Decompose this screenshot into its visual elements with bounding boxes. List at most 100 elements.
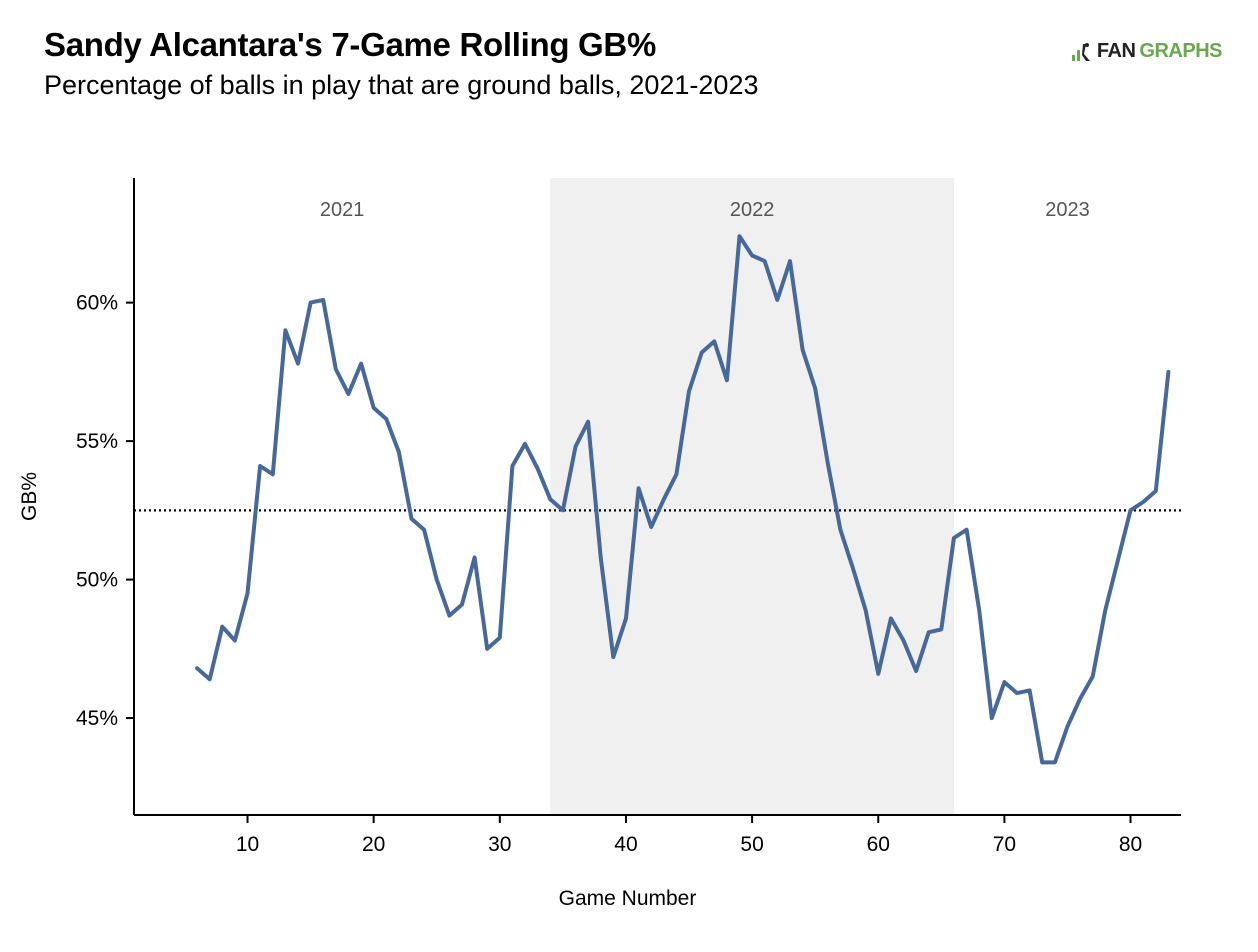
- y-ticks-layer: 45% 50% 55% 60%: [76, 292, 134, 730]
- data-point-game-82: [1154, 489, 1158, 493]
- data-point-game-73: [1040, 760, 1044, 764]
- data-point-game-66: [952, 536, 956, 540]
- data-point-game-76: [1078, 697, 1082, 701]
- season-label-2023: 2023: [1045, 199, 1090, 221]
- data-point-game-27: [460, 603, 464, 607]
- data-point-game-46: [700, 350, 704, 354]
- data-point-game-10: [246, 591, 250, 595]
- data-point-game-41: [637, 486, 641, 490]
- x-ticks-layer: 10 20 30 40 50 60 70 80: [236, 815, 1142, 856]
- data-point-game-79: [1116, 558, 1120, 562]
- x-tick-label-70: 70: [993, 833, 1016, 856]
- data-point-game-14: [296, 362, 300, 366]
- data-point-game-44: [674, 472, 678, 476]
- data-point-game-25: [435, 578, 439, 582]
- data-point-game-65: [939, 627, 943, 631]
- data-point-game-55: [813, 386, 817, 390]
- data-point-game-33: [536, 467, 540, 471]
- data-point-game-53: [788, 259, 792, 263]
- data-point-game-64: [927, 630, 931, 634]
- data-point-game-81: [1141, 500, 1145, 504]
- data-point-game-52: [775, 298, 779, 302]
- data-point-game-47: [712, 339, 716, 343]
- data-point-game-58: [851, 567, 855, 571]
- data-point-game-61: [889, 616, 893, 620]
- data-point-game-35: [561, 508, 565, 512]
- chart-subtitle: Percentage of balls in play that are gro…: [44, 70, 759, 100]
- season-label-2022: 2022: [730, 199, 775, 221]
- x-axis-title: Game Number: [559, 887, 697, 910]
- data-point-game-42: [649, 525, 653, 529]
- data-point-game-48: [725, 378, 729, 382]
- gb-rolling-line: [195, 234, 1171, 765]
- data-point-game-31: [510, 464, 514, 468]
- data-point-game-70: [1002, 680, 1006, 684]
- data-point-game-16: [321, 298, 325, 302]
- y-tick-label-45: 45%: [76, 707, 118, 730]
- data-point-game-20: [372, 406, 376, 410]
- data-point-game-49: [737, 234, 741, 238]
- y-tick-label-60: 60%: [76, 292, 118, 315]
- data-point-game-62: [901, 639, 905, 643]
- data-point-game-6: [195, 666, 199, 670]
- data-point-game-36: [574, 445, 578, 449]
- data-point-game-15: [309, 301, 313, 305]
- fangraphs-logo-icon: [1071, 42, 1090, 61]
- season-labels-layer: 2021 2022 2023: [320, 199, 1090, 221]
- data-point-game-30: [498, 636, 502, 640]
- data-point-game-24: [422, 528, 426, 532]
- logo-text-fan: FAN: [1096, 40, 1136, 62]
- data-point-game-74: [1053, 760, 1057, 764]
- data-point-game-57: [838, 528, 842, 532]
- data-point-game-40: [624, 616, 628, 620]
- y-tick-label-55: 55%: [76, 430, 118, 453]
- data-point-game-34: [548, 497, 552, 501]
- data-point-game-67: [965, 528, 969, 532]
- data-point-game-72: [1028, 688, 1032, 692]
- data-point-game-13: [283, 328, 287, 332]
- chart-title: Sandy Alcantara's 7-Game Rolling GB%: [44, 26, 656, 63]
- x-tick-label-20: 20: [362, 833, 385, 856]
- x-tick-label-40: 40: [614, 833, 637, 856]
- x-tick-label-60: 60: [867, 833, 890, 856]
- data-point-game-8: [220, 625, 224, 629]
- data-point-game-63: [914, 669, 918, 673]
- data-point-game-12: [271, 472, 275, 476]
- x-tick-label-80: 80: [1119, 833, 1142, 856]
- data-point-game-19: [359, 362, 363, 366]
- season-shading-layer: [550, 178, 954, 815]
- fangraphs-logo[interactable]: FAN GRAPHS: [1071, 40, 1222, 63]
- data-point-game-56: [826, 461, 830, 465]
- data-point-game-83: [1166, 370, 1170, 374]
- data-point-game-7: [208, 677, 212, 681]
- data-point-game-29: [485, 647, 489, 651]
- data-point-game-78: [1103, 608, 1107, 612]
- x-tick-label-50: 50: [740, 833, 763, 856]
- x-tick-label-10: 10: [236, 833, 259, 856]
- data-point-game-39: [611, 655, 615, 659]
- y-axis-title: GB%: [18, 472, 41, 521]
- data-point-game-11: [258, 464, 262, 468]
- data-point-game-17: [334, 367, 338, 371]
- data-point-game-22: [397, 450, 401, 454]
- data-point-game-23: [410, 517, 414, 521]
- data-point-game-75: [1065, 724, 1069, 728]
- data-point-game-21: [384, 417, 388, 421]
- data-point-game-37: [586, 420, 590, 424]
- data-point-game-45: [687, 389, 691, 393]
- season-label-2021: 2021: [320, 199, 365, 221]
- data-point-game-68: [977, 608, 981, 612]
- data-point-game-51: [763, 259, 767, 263]
- data-point-game-60: [876, 672, 880, 676]
- data-point-game-59: [864, 608, 868, 612]
- season-shade-2022: [550, 178, 954, 815]
- data-point-game-32: [523, 442, 527, 446]
- data-point-game-54: [801, 348, 805, 352]
- logo-text-graphs: GRAPHS: [1139, 40, 1222, 62]
- data-point-game-80: [1129, 508, 1133, 512]
- data-point-game-69: [990, 716, 994, 720]
- data-point-game-77: [1091, 675, 1095, 679]
- data-point-game-43: [662, 497, 666, 501]
- data-point-game-26: [447, 614, 451, 618]
